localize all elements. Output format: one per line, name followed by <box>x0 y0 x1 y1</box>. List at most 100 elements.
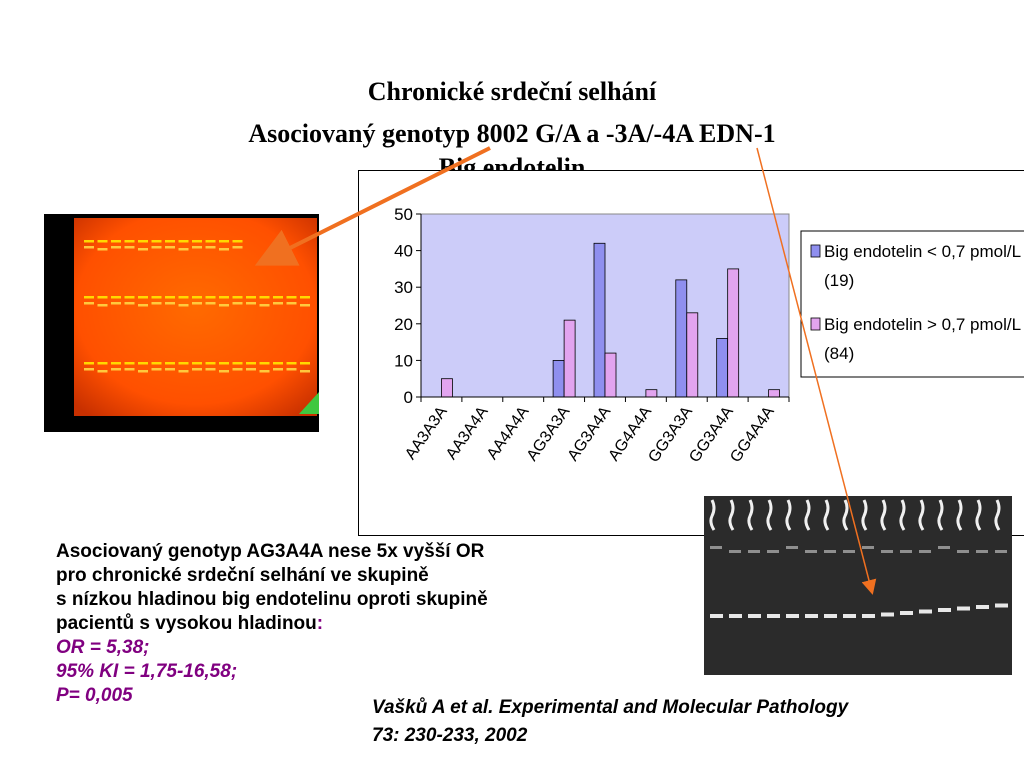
y-tick-label-50: 50 <box>394 205 413 224</box>
gel-right-band-upper <box>748 550 760 553</box>
gel-right-band-lower <box>919 609 932 614</box>
gel-left-band <box>300 362 310 365</box>
gel-left-band <box>273 368 283 371</box>
gel-right-band-lower <box>748 614 761 618</box>
gel-left-band <box>84 368 94 371</box>
gel-left-band <box>138 248 148 251</box>
gel-left-band <box>273 302 283 305</box>
gel-left-band <box>124 302 135 305</box>
gel-left-band <box>111 246 121 249</box>
gel-left-band <box>165 302 175 305</box>
gel-left-band <box>246 368 256 371</box>
gel-left-band <box>151 368 162 371</box>
gel-left-band <box>192 302 202 305</box>
gel-right-band-lower <box>824 614 837 618</box>
gel-right-band-upper <box>729 550 741 553</box>
gel-right-well <box>823 499 830 531</box>
gel-left-band <box>246 362 256 365</box>
gel-left-band <box>111 296 121 299</box>
gel-left-band <box>124 240 135 243</box>
gel-right-well <box>842 499 849 531</box>
gel-left-band <box>232 240 243 243</box>
gel-left-band <box>111 362 121 365</box>
gel-left-band <box>205 296 216 299</box>
gel-right-well <box>766 499 773 531</box>
gel-left-band <box>178 304 189 307</box>
gel-left-band <box>259 296 270 299</box>
gel-right-band-lower <box>995 603 1008 608</box>
gel-right-band-lower <box>843 614 856 618</box>
legend-swatch-low <box>810 244 821 258</box>
gel-photo-left <box>44 214 319 432</box>
legend-count-low: (19) <box>824 271 854 290</box>
gel-left-band <box>138 304 148 307</box>
description-line3: s nízkou hladinou big endotelinu oproti … <box>56 589 488 610</box>
gel-left-band <box>84 246 94 249</box>
gel-right-well <box>937 499 944 531</box>
gel-left-band <box>205 240 216 243</box>
gel-right-band-upper <box>919 550 931 553</box>
gel-right-well <box>709 499 716 531</box>
gel-right-band-lower <box>767 614 780 618</box>
gel-left-band <box>111 302 121 305</box>
gel-left-band <box>97 296 108 299</box>
gel-left-band <box>138 370 148 373</box>
gel-right-band-upper <box>900 550 912 553</box>
gel-left-band <box>192 246 202 249</box>
gel-left-band <box>151 246 162 249</box>
gel-left-band <box>300 304 310 307</box>
gel-left-band <box>138 240 148 243</box>
y-ticks: 0 10 20 30 40 50 <box>394 205 421 407</box>
gel-left-band <box>232 302 243 305</box>
gel-left-band <box>259 304 270 307</box>
bar-chart-frame: 0 10 20 30 40 50 AA3A3A AA3A4A AA4A4A AG3A3A AG3A… <box>358 170 1024 536</box>
gel-left-band <box>84 240 94 243</box>
gel-left-band <box>165 240 175 243</box>
y-tick-label-10: 10 <box>394 351 413 370</box>
gel-left-band <box>259 362 270 365</box>
y-tick-label-20: 20 <box>394 315 413 334</box>
gel-right-band-upper <box>767 550 779 553</box>
gel-left-band <box>151 240 162 243</box>
gel-left-drawing <box>74 218 319 416</box>
description-line4-colon: : <box>316 613 324 634</box>
gel-right-well <box>880 499 887 531</box>
description-line4: pacientů s vysokou hladinou: <box>56 612 656 636</box>
gel-right-well <box>785 499 792 531</box>
gel-left-band <box>232 296 243 299</box>
gel-right-band-lower <box>938 608 951 612</box>
legend-label-low: Big endotelin < 0,7 pmol/L <box>824 242 1021 261</box>
gel-right-band-lower <box>729 614 742 618</box>
gel-left-band <box>138 362 148 365</box>
gel-right-well <box>747 499 754 531</box>
gel-left-band <box>178 248 189 251</box>
bar-GG3A3A-series0 <box>675 279 688 398</box>
gel-right-band-upper <box>976 550 988 553</box>
gel-right-band-lower <box>862 614 875 618</box>
legend-swatch-high <box>810 317 821 331</box>
gel-left-band <box>178 240 189 243</box>
gel-left-band <box>192 362 202 365</box>
gel-left-band <box>151 362 162 365</box>
gel-right-band-upper <box>805 550 817 553</box>
gel-right-well <box>728 499 735 531</box>
gel-right-band-upper <box>957 550 969 553</box>
bar-AG3A3A-series0 <box>552 359 565 398</box>
bar-GG3A4A-series0 <box>716 338 729 398</box>
gel-left-band <box>178 296 189 299</box>
gel-left-band <box>192 368 202 371</box>
gel-left-band <box>124 296 135 299</box>
gel-left-green-corner <box>299 392 319 414</box>
gel-right-well <box>994 499 1001 531</box>
y-tick-label-0: 0 <box>404 388 413 407</box>
gel-left-band <box>219 362 229 365</box>
gel-left-band <box>205 246 216 249</box>
bar-AA3A3A-series1 <box>441 378 453 398</box>
y-tick-label-30: 30 <box>394 278 413 297</box>
bar-chart: 0 10 20 30 40 50 AA3A3AAA3A4AAA4A4AAG3A3AAG3A… <box>394 205 1024 466</box>
gel-left-band <box>205 302 216 305</box>
gel-left-band <box>84 296 94 299</box>
gel-left-band <box>286 362 297 365</box>
gel-left-band <box>205 362 216 365</box>
confidence-interval: 95% KI = 1,75-16,58; <box>56 661 238 682</box>
